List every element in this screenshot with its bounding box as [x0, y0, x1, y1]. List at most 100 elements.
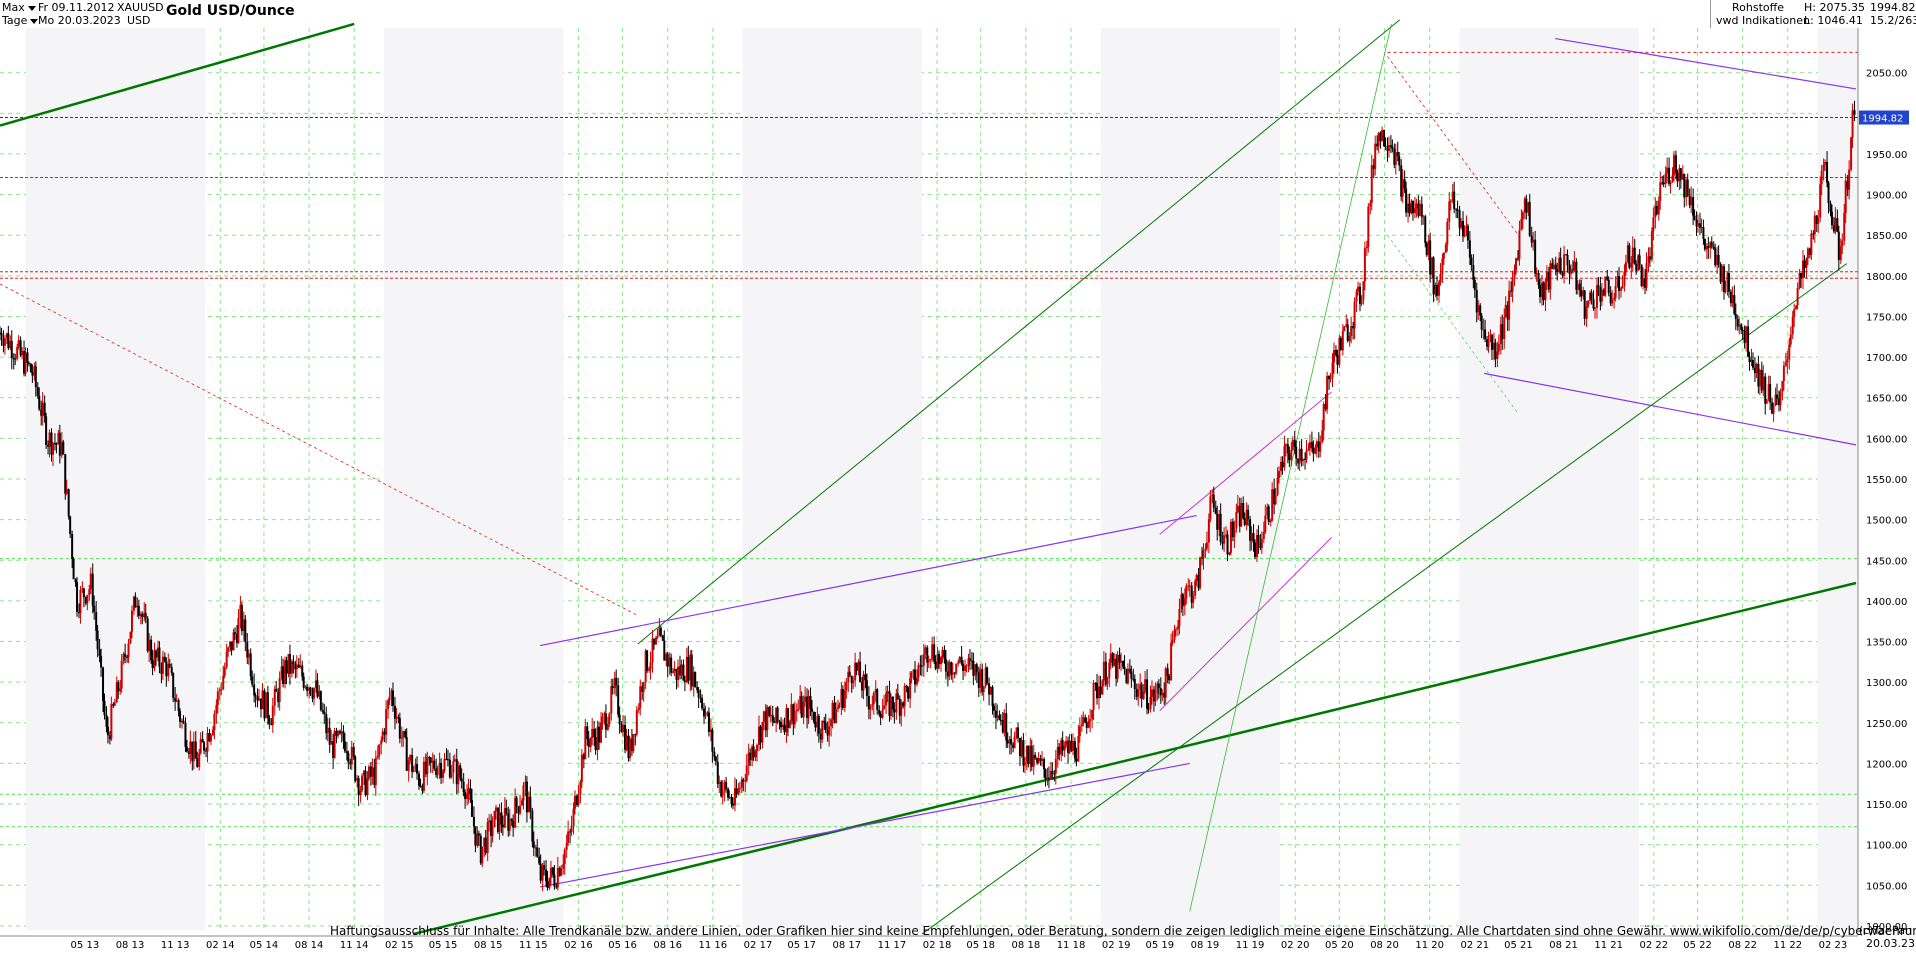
candle-body — [690, 654, 693, 687]
candle-body — [100, 655, 103, 668]
candle-body — [1729, 291, 1732, 304]
candle-body — [706, 712, 709, 714]
candle-body — [127, 643, 130, 658]
candle-body — [242, 619, 245, 631]
period-dropdown[interactable]: Max — [2, 2, 36, 14]
candle-body — [1381, 130, 1384, 142]
candle-body — [1565, 254, 1568, 256]
candle-body — [1504, 304, 1507, 318]
year-shade — [384, 28, 564, 930]
candle-body — [1832, 225, 1835, 232]
candle-body — [604, 713, 607, 730]
candle-body — [82, 588, 85, 598]
candle-body — [1400, 165, 1403, 197]
candle-body — [1466, 225, 1469, 241]
candle-body — [859, 661, 862, 683]
candle-body — [1365, 246, 1368, 249]
candle-body — [460, 778, 463, 782]
x-tick-label: 05 17 — [787, 940, 816, 951]
currency: USD — [127, 14, 151, 27]
candle-body — [707, 712, 710, 732]
candle-body — [1097, 686, 1100, 699]
candle-body — [1484, 329, 1487, 340]
candle-body — [172, 672, 175, 699]
candle-body — [1312, 447, 1315, 454]
candle-body — [790, 704, 793, 721]
candle-body — [922, 654, 925, 666]
candle-body — [974, 664, 977, 676]
candle-body — [1802, 260, 1805, 278]
candle-body — [1393, 148, 1396, 165]
candle-body — [1444, 244, 1447, 253]
candle-body — [806, 696, 809, 719]
long-trend-line — [0, 22, 355, 127]
candle-body — [802, 702, 805, 718]
candle-body — [1051, 771, 1054, 774]
candle-body — [886, 691, 889, 694]
candle-body — [414, 764, 417, 770]
candle-body — [1284, 444, 1287, 447]
candle-body — [659, 627, 662, 636]
candle-body — [1142, 691, 1145, 699]
candle-body — [404, 731, 407, 738]
candle-body — [1777, 398, 1780, 406]
candle-body — [1044, 769, 1047, 780]
candle-body — [543, 865, 546, 870]
candle-body — [1089, 719, 1092, 721]
candle-body — [163, 656, 166, 662]
candle-body — [153, 650, 156, 669]
candle-body — [165, 661, 168, 677]
candle-body — [1449, 200, 1452, 202]
candle-body — [934, 661, 937, 669]
candle-body — [1513, 270, 1516, 278]
candle-body — [1135, 689, 1138, 697]
x-tick-label: 11 15 — [519, 940, 548, 951]
candle-body — [65, 489, 68, 494]
candle-body — [589, 737, 592, 748]
candle-body — [1173, 629, 1176, 640]
candle-body — [1707, 246, 1710, 248]
candle-body — [239, 604, 242, 618]
candle-body — [762, 711, 765, 723]
candle-body — [861, 682, 864, 691]
candle-body — [663, 640, 666, 661]
candle-body — [1106, 677, 1109, 685]
candle-body — [1702, 227, 1705, 239]
candle-body — [1465, 225, 1468, 233]
candle-body — [170, 667, 173, 673]
candle-body — [1674, 155, 1677, 173]
candle-body — [534, 847, 537, 849]
candle-body — [350, 746, 353, 765]
x-tick-label: 08 20 — [1370, 940, 1399, 951]
candle-body — [699, 697, 702, 699]
x-tick-label: 08 16 — [653, 940, 682, 951]
candle-body — [1751, 359, 1754, 368]
candle-body — [1046, 777, 1049, 780]
candle-body — [19, 340, 22, 356]
candle-body — [501, 824, 504, 828]
candle-body — [1331, 362, 1334, 378]
candle-body — [1085, 722, 1088, 728]
candle-body — [841, 689, 844, 708]
candle-body — [161, 656, 164, 674]
x-tick-label: 02 19 — [1102, 940, 1131, 951]
candle-body — [254, 695, 257, 697]
candle-body — [481, 846, 484, 864]
candle-body — [606, 724, 609, 730]
candle-body — [3, 338, 6, 346]
candle-body — [1321, 430, 1324, 443]
candle-body — [845, 682, 848, 691]
x-tick-label: 11 20 — [1415, 940, 1444, 951]
candle-body — [1149, 696, 1152, 709]
candle-body — [409, 755, 412, 761]
interval-dropdown[interactable]: Tage — [2, 15, 39, 27]
candle-body — [1456, 209, 1459, 211]
candle-body — [1480, 315, 1483, 330]
candle-body — [661, 635, 664, 641]
candle-body — [1363, 248, 1366, 282]
candle-body — [670, 657, 673, 673]
candle-body — [991, 686, 994, 707]
candle-body — [608, 713, 611, 725]
candle-body — [160, 666, 163, 674]
